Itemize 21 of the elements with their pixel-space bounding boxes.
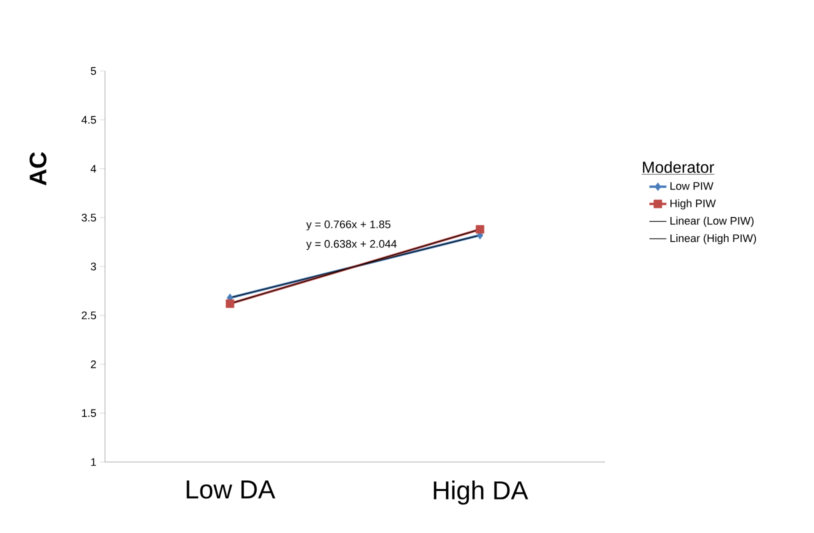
point (476, 225, 484, 234)
y-tick-label: 5 (90, 67, 96, 75)
y-tick-label: 3 (90, 262, 96, 270)
y-tick-label: 2.5 (82, 312, 96, 320)
legend-label: Low PIW (670, 182, 714, 190)
legend-label: High PIW (670, 199, 716, 210)
legend-label: Linear (Low PIW) (670, 216, 754, 227)
y-tick-label: 1.5 (82, 409, 96, 417)
y-tick-label: 3.5 (82, 214, 96, 222)
y-tick-label: 2 (90, 360, 96, 368)
y-tick-label: 4 (90, 164, 96, 173)
y-tick-label: 1 (91, 458, 96, 466)
legend-label: Linear (High PIW) (670, 234, 756, 244)
y-tick-label: 4.5 (81, 116, 96, 124)
point (226, 299, 234, 308)
annotation: y = 0.638x + 2.044 (306, 240, 397, 250)
legend-title: Moderator (643, 161, 714, 173)
x-tick-label: Low DA (186, 480, 276, 499)
y-axis-title: AC (30, 152, 46, 186)
x-tick-label: High DA (434, 480, 528, 505)
annotation: y = 0.766x + 1.85 (306, 220, 390, 230)
